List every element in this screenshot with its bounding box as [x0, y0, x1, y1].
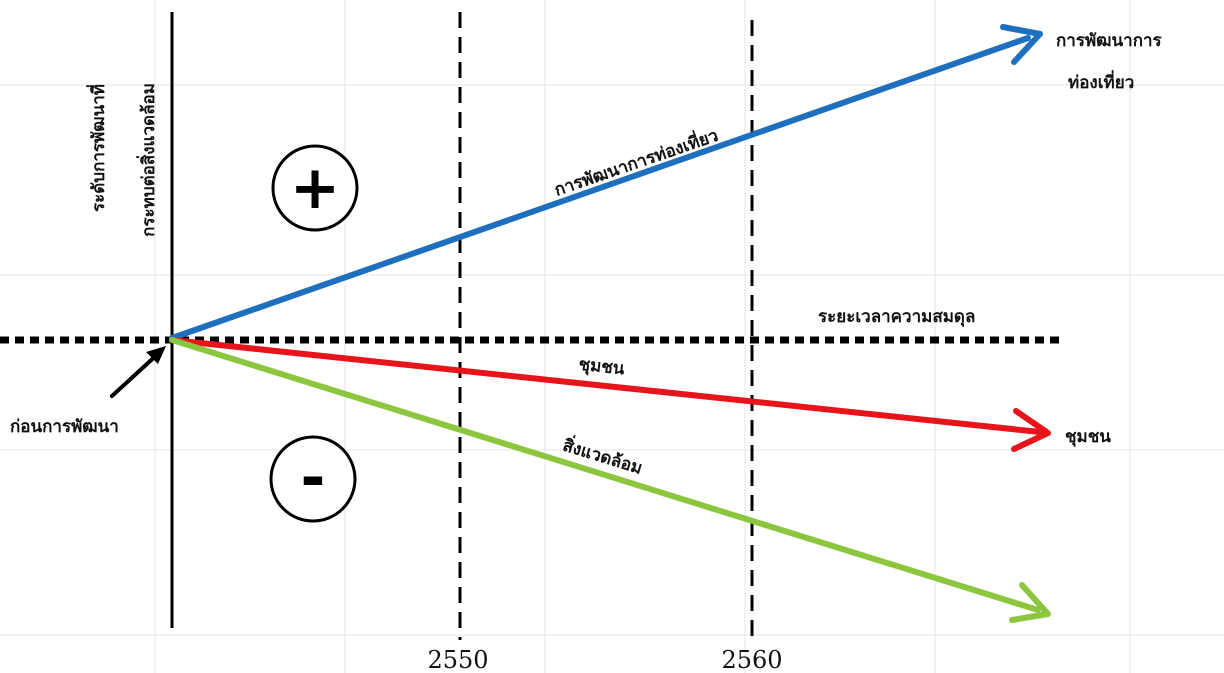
community-line	[169, 337, 1043, 435]
tourism-end-label-line1: การพัฒนาการ	[1056, 31, 1163, 51]
y-axis-label-line2: กระทบต่อสิ่งแวดล้อม	[136, 83, 159, 237]
year-label-2550: 2550	[427, 646, 488, 673]
baseline-label: ระยะเวลาความสมดุล	[818, 307, 975, 327]
tourism-development-line	[169, 35, 1031, 341]
pointer-arrow-icon	[110, 350, 162, 398]
tourism-end-label-line2: ท่องเที่ยว	[1068, 70, 1134, 93]
environment-line	[169, 337, 1041, 613]
positive-sign: +	[290, 153, 340, 223]
community-line-label: ชุมชน	[578, 355, 626, 380]
y-axis-label-line1: ระดับการพัฒนาที่	[86, 84, 109, 212]
community-end-label: ชุมชน	[1065, 427, 1111, 447]
arrowhead-icon	[1011, 408, 1051, 452]
negative-circle	[269, 435, 357, 523]
arrowhead-icon	[1009, 582, 1051, 623]
positive-circle	[271, 144, 359, 232]
pointer-arrowhead	[146, 346, 166, 364]
tourism-line-label: การพัฒนาการท่องเที่ยว	[551, 123, 721, 201]
origin-label: ก่อนการพัฒนา	[10, 417, 119, 437]
arrowhead-icon	[1000, 24, 1043, 65]
negative-sign: -	[301, 443, 326, 513]
year-label-2560: 2560	[721, 646, 782, 673]
